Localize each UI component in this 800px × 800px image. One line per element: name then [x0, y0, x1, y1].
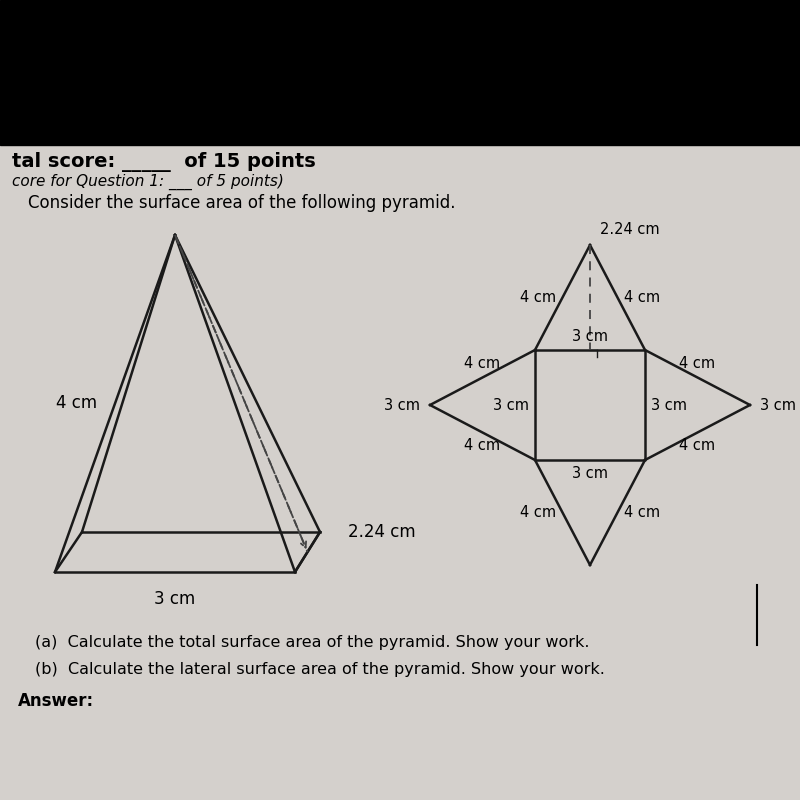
Text: 4 cm: 4 cm — [623, 290, 660, 305]
Text: 4 cm: 4 cm — [623, 505, 660, 520]
Text: 4 cm: 4 cm — [520, 290, 557, 305]
Text: (a)  Calculate the total surface area of the pyramid. Show your work.: (a) Calculate the total surface area of … — [35, 635, 590, 650]
Text: 3 cm: 3 cm — [493, 398, 529, 413]
Text: Consider the surface area of the following pyramid.: Consider the surface area of the followi… — [28, 194, 455, 212]
Text: 3 cm: 3 cm — [651, 398, 687, 413]
Text: 4 cm: 4 cm — [679, 438, 715, 454]
Text: 3 cm: 3 cm — [760, 398, 796, 413]
Text: 4 cm: 4 cm — [465, 357, 501, 371]
Text: core for Question 1: ___ of 5 points): core for Question 1: ___ of 5 points) — [12, 174, 284, 190]
Text: tal score: _____  of 15 points: tal score: _____ of 15 points — [12, 152, 316, 172]
Text: 3 cm: 3 cm — [384, 398, 420, 413]
Text: 3 cm: 3 cm — [154, 590, 196, 608]
Text: 3 cm: 3 cm — [572, 329, 608, 344]
Text: (b)  Calculate the lateral surface area of the pyramid. Show your work.: (b) Calculate the lateral surface area o… — [35, 662, 605, 677]
Text: 4 cm: 4 cm — [679, 357, 715, 371]
Text: Answer:: Answer: — [18, 692, 94, 710]
Text: 2.24 cm: 2.24 cm — [347, 523, 415, 541]
Text: 2.24 cm: 2.24 cm — [600, 222, 660, 237]
Bar — [0, 0, 800, 145]
Text: 4 cm: 4 cm — [56, 394, 97, 413]
Text: 3 cm: 3 cm — [572, 466, 608, 481]
Text: 4 cm: 4 cm — [520, 505, 557, 520]
Text: 4 cm: 4 cm — [465, 438, 501, 454]
